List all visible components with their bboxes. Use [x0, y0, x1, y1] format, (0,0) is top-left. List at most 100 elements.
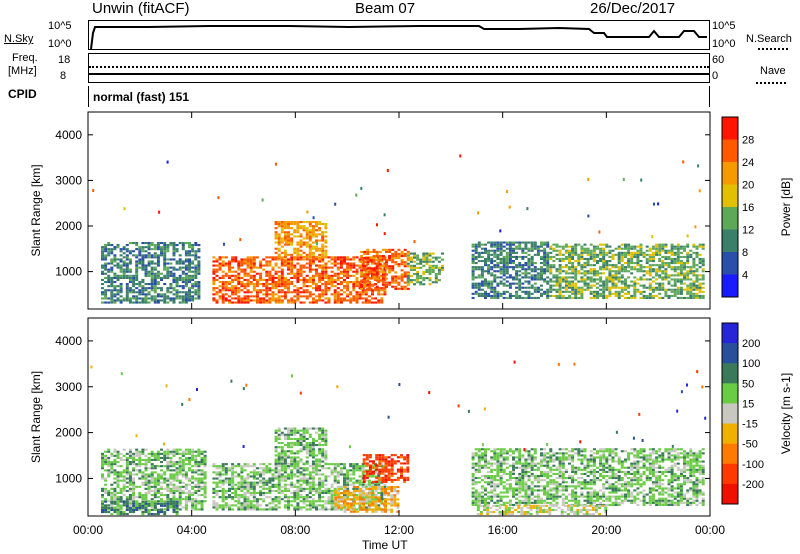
data-cell	[132, 291, 136, 294]
data-cell	[203, 494, 207, 497]
data-cell	[237, 276, 241, 279]
data-cell	[166, 496, 170, 499]
data-cell	[305, 285, 309, 288]
data-cell	[701, 294, 705, 297]
data-cell	[175, 250, 179, 253]
data-cell	[358, 481, 362, 484]
data-cell	[422, 264, 426, 267]
data-cell	[355, 264, 359, 267]
data-cell	[166, 270, 170, 273]
data-cell	[324, 291, 328, 294]
data-cell	[318, 276, 322, 279]
data-cell	[197, 289, 201, 292]
data-cell	[490, 272, 494, 275]
data-cell	[358, 483, 362, 486]
data-cell	[296, 289, 300, 292]
data-cell	[651, 251, 655, 254]
data-cell	[119, 511, 123, 514]
data-cell	[608, 292, 612, 295]
data-cell	[383, 293, 387, 296]
data-cell	[218, 281, 222, 284]
data-cell	[546, 292, 550, 295]
data-cell	[333, 289, 337, 292]
data-cell	[403, 263, 407, 266]
data-cell	[602, 253, 606, 256]
data-cell	[215, 291, 219, 294]
data-cell	[380, 293, 384, 296]
data-cell	[318, 504, 322, 507]
data-cell	[352, 283, 356, 286]
data-cell	[191, 508, 195, 511]
data-cell	[508, 266, 512, 269]
data-cell	[246, 289, 250, 292]
data-cell	[119, 268, 123, 271]
data-cell	[141, 289, 145, 292]
data-cell	[686, 251, 690, 254]
data-cell	[132, 489, 136, 492]
data-cell	[602, 282, 606, 285]
data-cell	[215, 278, 219, 281]
data-cell	[141, 473, 145, 476]
data-cell	[119, 248, 123, 251]
data-cell	[188, 287, 191, 290]
data-cell	[327, 289, 331, 292]
data-cell	[249, 508, 253, 511]
data-cell	[308, 504, 312, 507]
data-cell	[290, 283, 294, 286]
data-cell	[360, 255, 364, 258]
data-cell	[630, 253, 634, 256]
data-cell	[191, 278, 195, 281]
data-cell	[324, 251, 328, 254]
data-cell	[262, 268, 266, 271]
data-cell	[330, 508, 334, 511]
data-cell	[113, 258, 117, 261]
data-cell	[249, 506, 253, 509]
data-cell	[169, 283, 173, 286]
data-cell	[324, 253, 328, 256]
data-cell	[371, 293, 374, 296]
data-cell	[249, 270, 253, 273]
data-cell	[380, 498, 384, 501]
data-cell	[166, 508, 170, 511]
data-cell	[308, 235, 312, 238]
data-cell	[228, 487, 231, 490]
data-cell	[125, 244, 129, 247]
data-cell	[283, 243, 287, 246]
data-cell	[280, 479, 284, 482]
data-cell	[499, 260, 503, 263]
data-cell	[231, 477, 235, 480]
data-cell	[546, 251, 550, 254]
data-cell	[620, 253, 624, 256]
data-cell	[406, 273, 410, 276]
data-cell	[218, 256, 222, 259]
data-cell	[315, 483, 318, 486]
data-cell	[367, 299, 371, 302]
data-cell	[617, 257, 621, 260]
data-cell	[383, 258, 387, 261]
data-cell	[596, 278, 599, 281]
scatter-cell	[587, 214, 590, 218]
data-cell	[311, 221, 315, 224]
data-cell	[673, 245, 677, 248]
data-cell	[394, 281, 398, 284]
data-cell	[125, 456, 129, 459]
data-cell	[160, 254, 163, 257]
data-cell	[324, 272, 328, 275]
data-cell	[156, 473, 160, 476]
data-cell	[679, 274, 683, 277]
data-cell	[611, 284, 615, 287]
data-cell	[676, 257, 680, 260]
data-cell	[101, 494, 104, 497]
data-cell	[683, 264, 686, 267]
data-cell	[487, 264, 491, 267]
data-cell	[147, 511, 151, 514]
data-cell	[549, 278, 553, 281]
data-cell	[116, 511, 120, 514]
data-cell	[116, 483, 120, 486]
data-cell	[128, 452, 132, 455]
data-cell	[580, 268, 584, 271]
data-cell	[321, 278, 325, 281]
data-cell	[252, 276, 256, 279]
data-cell	[639, 243, 643, 246]
